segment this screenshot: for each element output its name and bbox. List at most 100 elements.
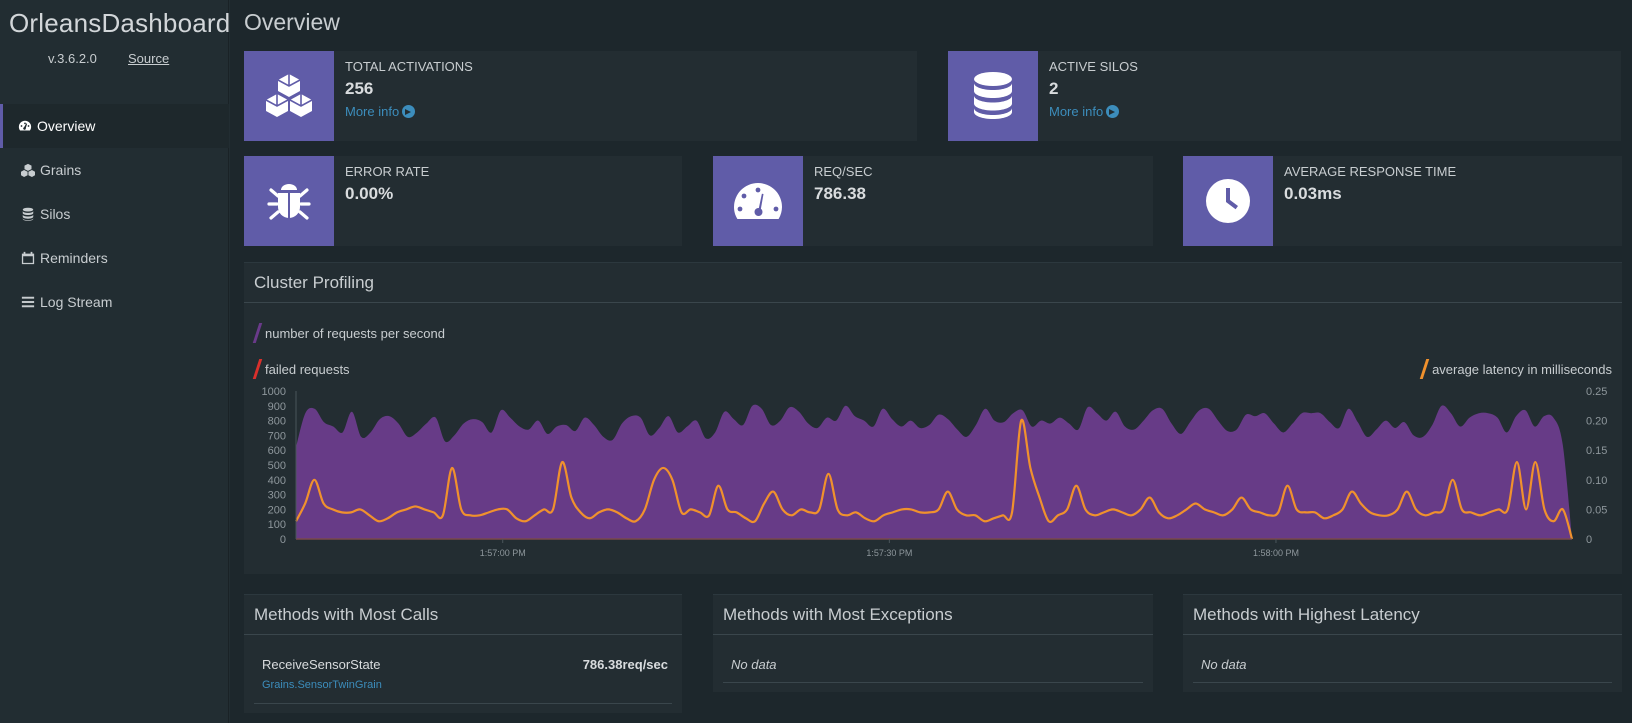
cluster-profiling-chart: 0 100 200 300 400 500 600 700 800 900 1000 0 0.05 0.1…: [262, 386, 1608, 558]
database-icon: [948, 51, 1038, 141]
sidebar-item-silos[interactable]: Silos: [0, 192, 229, 236]
brand-title[interactable]: OrleansDashboard: [9, 8, 231, 38]
bug-icon: [244, 156, 334, 246]
sidebar-item-label: Log Stream: [40, 294, 113, 310]
sidebar-item-reminders[interactable]: Reminders: [0, 236, 229, 280]
methods-latency-title: Methods with Highest Latency: [1193, 605, 1420, 624]
tachometer-icon: [17, 118, 33, 134]
x-tick-label: 1:57:00 PM: [480, 548, 526, 558]
divider: [254, 703, 672, 704]
legend-swatch-latency: [1419, 359, 1430, 379]
y-tick-label: 1000: [262, 386, 286, 398]
active-silos-value: 2: [1049, 79, 1059, 98]
series-latency-line: [295, 418, 1574, 540]
grain-link[interactable]: Grains.SensorTwinGrain: [262, 679, 382, 691]
sidebar-nav: Overview Grains Silos Reminders Log Stre…: [0, 104, 229, 324]
main-content: Overview TOTAL ACTIVATIONS 256 More info…: [230, 0, 1632, 723]
avg-response-value: 0.03ms: [1284, 184, 1342, 203]
req-sec-value: 786.38: [814, 184, 866, 203]
no-data-text: No data: [1201, 657, 1247, 672]
y-tick-label: 500: [268, 460, 286, 472]
req-sec-box: REQ/SEC 786.38: [713, 156, 1153, 246]
arrow-circle-right-icon: [402, 105, 416, 118]
legend-failed[interactable]: failed requests: [252, 359, 350, 379]
sidebar-item-label: Silos: [40, 206, 71, 222]
page-title: Overview: [244, 9, 340, 35]
methods-exceptions-title: Methods with Most Exceptions: [723, 605, 953, 624]
divider: [244, 302, 1622, 303]
avg-response-label: AVERAGE RESPONSE TIME: [1284, 164, 1457, 179]
sidebar-item-grains[interactable]: Grains: [0, 148, 229, 192]
y-tick-label: 300: [268, 490, 286, 502]
divider: [723, 682, 1143, 683]
y2-tick-label: 0.25: [1586, 386, 1607, 398]
clock-icon: [1183, 156, 1273, 246]
error-rate-value: 0.00%: [345, 184, 394, 203]
y2-tick-label: 0.10: [1586, 475, 1607, 487]
divider: [1183, 634, 1622, 635]
active-silos-label: ACTIVE SILOS: [1049, 59, 1138, 74]
more-info-label: More info: [1049, 104, 1104, 119]
methods-exceptions-panel: Methods with Most Exceptions No data: [713, 594, 1153, 692]
bars-icon: [20, 294, 36, 310]
error-rate-label: ERROR RATE: [345, 164, 430, 179]
x-tick-label: 1:57:30 PM: [866, 548, 912, 558]
y-tick-label: 100: [268, 519, 286, 531]
legend-latency[interactable]: average latency in milliseconds: [1419, 359, 1612, 379]
legend-latency-label: average latency in milliseconds: [1432, 361, 1612, 377]
methods-latency-panel: Methods with Highest Latency No data: [1183, 594, 1622, 692]
legend-swatch-failed: [252, 359, 263, 379]
method-value: 786.38req/sec: [582, 657, 668, 672]
y-tick-label: 0: [280, 534, 286, 546]
error-rate-box: ERROR RATE 0.00%: [244, 156, 682, 246]
y2-tick-label: 0.20: [1586, 416, 1607, 428]
version-label: v.3.6.2.0: [48, 51, 97, 66]
active-silos-box: ACTIVE SILOS 2 More info: [948, 51, 1621, 141]
source-link[interactable]: Source: [128, 51, 170, 66]
series-requests-area: [296, 404, 1572, 539]
legend-requests-label: number of requests per second: [265, 325, 445, 341]
total-activations-label: TOTAL ACTIVATIONS: [345, 59, 473, 74]
methods-calls-panel: Methods with Most Calls ReceiveSensorSta…: [244, 594, 682, 713]
y2-tick-label: 0.05: [1586, 504, 1607, 516]
sidebar-item-label: Grains: [40, 162, 82, 178]
req-sec-label: REQ/SEC: [814, 164, 873, 179]
method-name: ReceiveSensorState: [262, 657, 381, 672]
version-row: v.3.6.2.0 Source: [48, 51, 228, 66]
active-silos-more-link[interactable]: More info: [1049, 104, 1120, 119]
cubes-icon: [244, 51, 334, 141]
calendar-icon: [20, 250, 36, 266]
total-activations-value: 256: [345, 79, 374, 98]
avg-response-box: AVERAGE RESPONSE TIME 0.03ms: [1183, 156, 1622, 246]
sidebar-item-label: Reminders: [40, 250, 108, 266]
legend-requests[interactable]: number of requests per second: [252, 323, 445, 343]
divider: [244, 634, 682, 635]
total-activations-more-link[interactable]: More info: [345, 104, 416, 119]
y-tick-label: 400: [268, 475, 286, 487]
database-icon: [20, 206, 36, 222]
cluster-profiling-title: Cluster Profiling: [254, 273, 374, 292]
y2-tick-label: 0.15: [1586, 445, 1607, 457]
arrow-circle-right-icon: [1106, 105, 1120, 118]
y-tick-label: 900: [268, 401, 286, 413]
y-tick-label: 700: [268, 430, 286, 442]
y-tick-label: 200: [268, 504, 286, 516]
legend-failed-label: failed requests: [265, 361, 350, 377]
methods-calls-title: Methods with Most Calls: [254, 605, 439, 624]
tachometer-icon: [713, 156, 803, 246]
more-info-label: More info: [345, 104, 400, 119]
total-activations-box: TOTAL ACTIVATIONS 256 More info: [244, 51, 917, 141]
cubes-icon: [20, 162, 36, 178]
sidebar-item-label: Overview: [37, 118, 96, 134]
legend-swatch-requests: [252, 323, 263, 343]
no-data-text: No data: [731, 657, 777, 672]
x-tick-label: 1:58:00 PM: [1253, 548, 1299, 558]
y-tick-label: 600: [268, 445, 286, 457]
cluster-profiling-panel: Cluster Profiling number of requests per…: [244, 262, 1622, 574]
sidebar-item-overview[interactable]: Overview: [0, 104, 229, 148]
divider: [1193, 682, 1612, 683]
y-tick-label: 800: [268, 416, 286, 428]
sidebar-item-log-stream[interactable]: Log Stream: [0, 280, 229, 324]
y2-tick-label: 0: [1586, 534, 1592, 546]
sidebar: OrleansDashboard v.3.6.2.0 Source Overvi…: [0, 0, 231, 723]
